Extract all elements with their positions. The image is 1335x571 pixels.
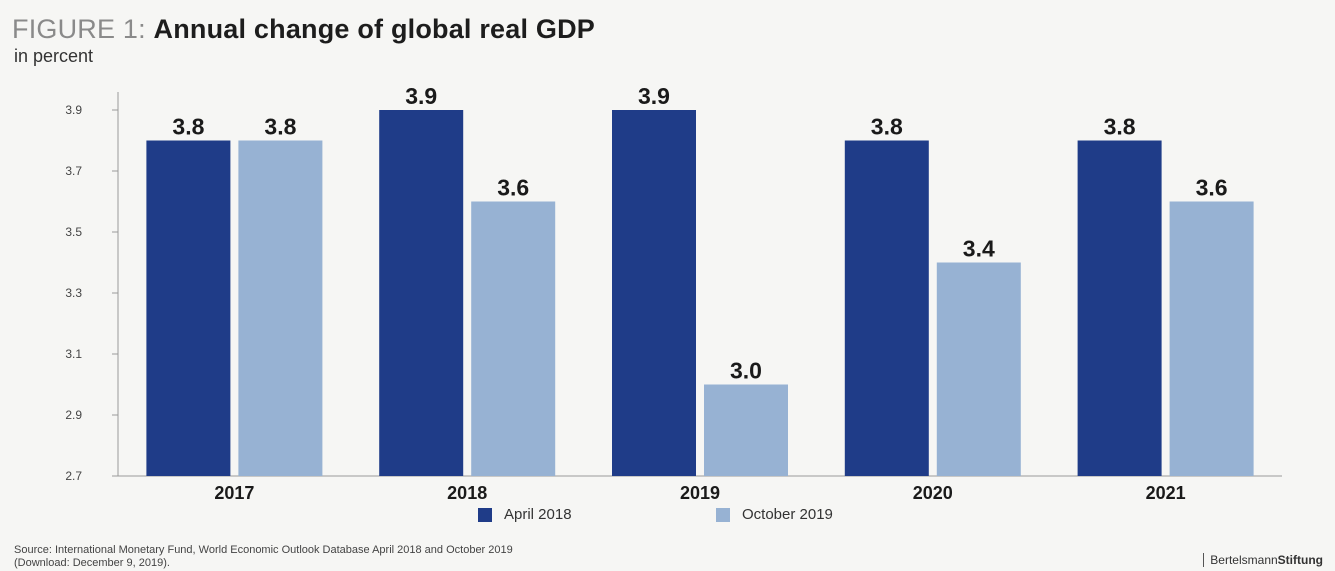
data-label: 3.6 bbox=[497, 175, 529, 201]
bar bbox=[379, 110, 464, 476]
figure-number: FIGURE 1: bbox=[12, 14, 146, 44]
y-tick-label: 3.5 bbox=[65, 225, 82, 239]
data-label: 3.6 bbox=[1196, 175, 1228, 201]
y-tick-label: 3.3 bbox=[65, 286, 82, 300]
y-tick-label: 3.7 bbox=[65, 164, 82, 178]
source-line: Source: International Monetary Fund, Wor… bbox=[14, 544, 513, 556]
legend-item: April 2018 bbox=[478, 506, 572, 523]
legend-swatch bbox=[716, 507, 730, 522]
x-tick-label: 2018 bbox=[447, 483, 487, 500]
x-tick-label: 2021 bbox=[1146, 483, 1186, 500]
bar bbox=[704, 384, 788, 476]
data-label: 3.0 bbox=[730, 358, 762, 384]
y-tick-label: 2.9 bbox=[65, 408, 82, 422]
source-note: Source: International Monetary Fund, Wor… bbox=[14, 544, 513, 570]
legend-item: October 2019 bbox=[716, 506, 833, 523]
bar-chart: 2.7 2.9 3.1 3.3 3.5 3.7 3.9 3.8 3.8 2017 3.9 3.6 201… bbox=[65, 83, 1282, 500]
y-tick-label: 3.9 bbox=[65, 103, 82, 117]
data-label: 3.9 bbox=[638, 83, 670, 109]
legend-label: April 2018 bbox=[504, 506, 572, 523]
data-label: 3.8 bbox=[1104, 114, 1136, 140]
bar bbox=[936, 262, 1021, 476]
y-tick-label: 2.7 bbox=[65, 469, 82, 483]
x-tick-label: 2017 bbox=[214, 483, 254, 500]
data-label: 3.9 bbox=[405, 83, 437, 109]
figure-title: Annual change of global real GDP bbox=[153, 14, 595, 44]
data-label: 3.4 bbox=[963, 236, 995, 262]
data-label: 3.8 bbox=[264, 114, 296, 140]
data-label: 3.8 bbox=[871, 114, 903, 140]
brand-name-bold: Stiftung bbox=[1277, 553, 1323, 567]
bar bbox=[844, 140, 929, 476]
bar bbox=[1169, 201, 1254, 476]
publisher-logo: BertelsmannStiftung bbox=[1203, 553, 1323, 567]
x-tick-label: 2020 bbox=[913, 483, 953, 500]
data-label: 3.8 bbox=[172, 114, 204, 140]
bar bbox=[238, 140, 323, 476]
chart-subtitle: in percent bbox=[14, 46, 94, 66]
brand-name-part: Bertelsmann bbox=[1210, 553, 1278, 567]
legend: April 2018 October 2019 bbox=[0, 506, 1335, 530]
bar bbox=[471, 201, 556, 476]
download-date: (Download: December 9, 2019). bbox=[14, 557, 170, 569]
x-tick-label: 2019 bbox=[680, 483, 720, 500]
bar bbox=[612, 110, 696, 476]
legend-label: October 2019 bbox=[742, 506, 833, 523]
bar bbox=[1077, 140, 1162, 476]
chart-title: FIGURE 1: Annual change of global real G… bbox=[12, 14, 595, 45]
legend-swatch bbox=[478, 507, 492, 522]
y-tick-label: 3.1 bbox=[65, 347, 82, 361]
bar bbox=[146, 140, 231, 476]
